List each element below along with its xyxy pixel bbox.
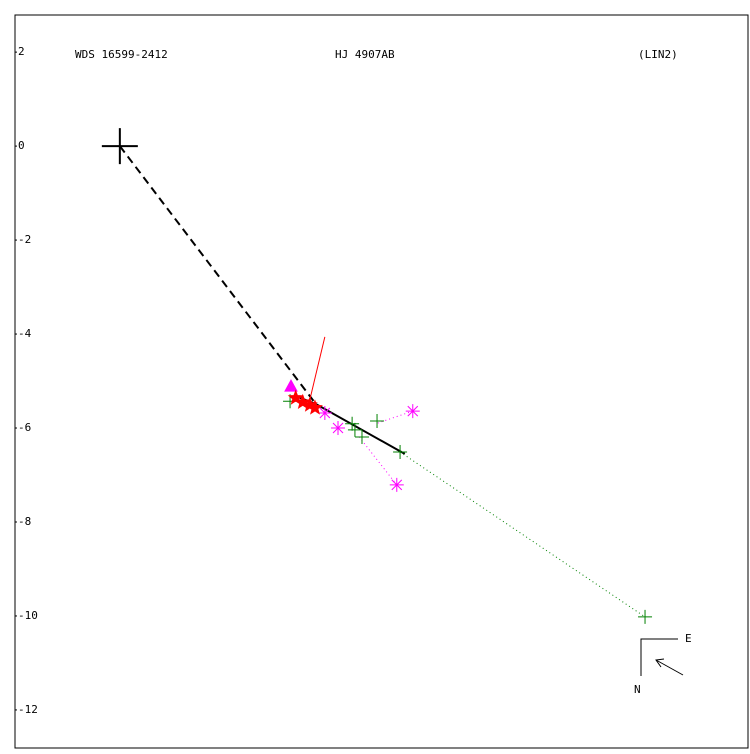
- line: [376, 410, 413, 424]
- line: [358, 436, 398, 486]
- chart-title: WDS 16599-2412: [75, 48, 168, 61]
- chart-subtitle: HJ 4907AB: [335, 48, 395, 61]
- point: [393, 444, 408, 459]
- compass: [640, 638, 684, 676]
- point: [638, 609, 653, 624]
- y-tick-label: 2: [18, 45, 25, 58]
- compass-arrow: [655, 659, 684, 676]
- point: [331, 421, 346, 436]
- compass-north: N: [634, 683, 641, 696]
- y-tick-label: -6: [18, 421, 31, 434]
- compass-axes: [640, 638, 678, 676]
- y-tick-label: -2: [18, 233, 31, 246]
- point: [354, 429, 369, 444]
- line: [309, 336, 326, 400]
- point: [347, 422, 362, 437]
- y-tick-label: -4: [18, 327, 32, 340]
- point: [345, 416, 360, 431]
- line: [119, 145, 317, 405]
- primary-star: [101, 128, 138, 165]
- point: [294, 393, 311, 409]
- annotation: (LIN2): [638, 48, 678, 61]
- y-tick-label: 0: [18, 139, 25, 152]
- point: [306, 399, 323, 415]
- point: [317, 405, 332, 420]
- compass-arrowhead: [655, 658, 665, 668]
- point: [284, 379, 298, 392]
- y-tick-label: -12: [18, 703, 38, 716]
- frame: [14, 14, 749, 749]
- point: [389, 477, 404, 492]
- point: [370, 413, 385, 428]
- line: [399, 451, 646, 618]
- y-tick-label: -10: [18, 609, 38, 622]
- point: [405, 404, 420, 419]
- compass-east: E: [685, 632, 692, 645]
- y-tick-label: -8: [18, 515, 31, 528]
- point: [287, 389, 304, 405]
